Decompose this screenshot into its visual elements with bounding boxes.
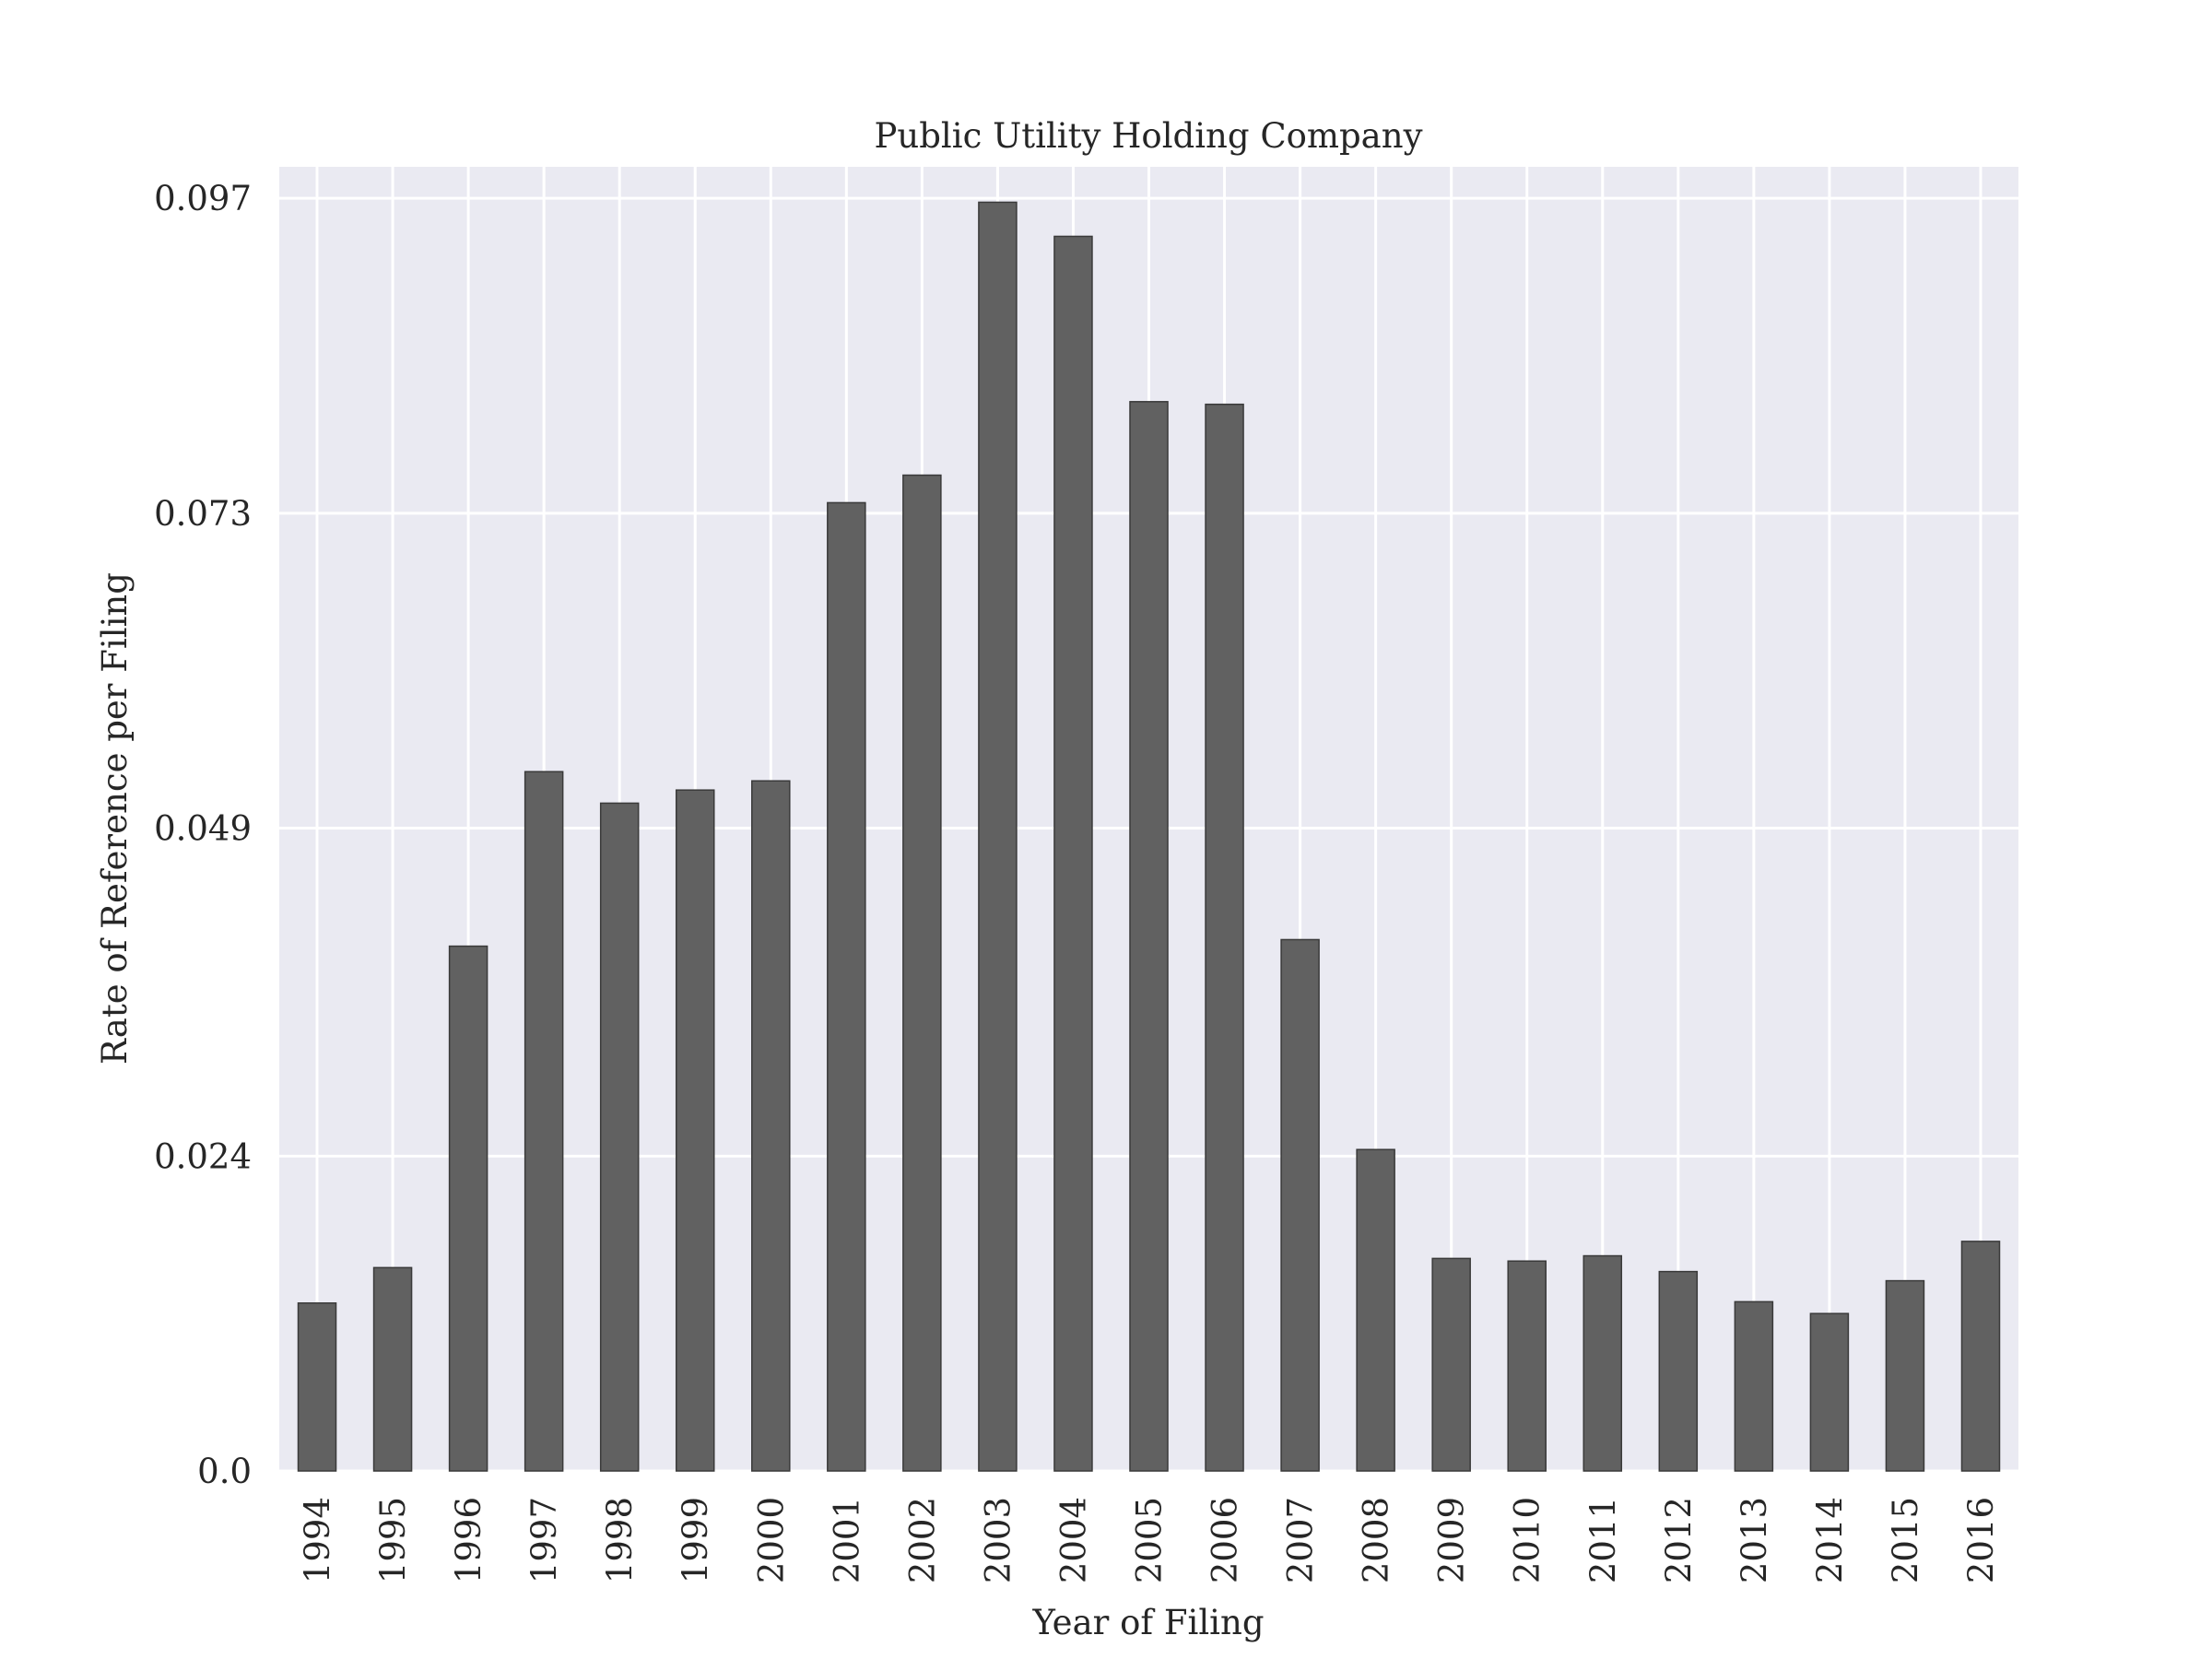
y-tick-label: 0.024 xyxy=(154,1136,252,1176)
bar-2008 xyxy=(1356,1148,1395,1472)
bars xyxy=(297,201,2001,1472)
x-tick-label: 2003 xyxy=(978,1497,1018,1583)
bar-2003 xyxy=(978,201,1018,1472)
bar-2013 xyxy=(1734,1300,1774,1472)
bar-2011 xyxy=(1583,1254,1623,1472)
x-tick-labels: 1994 1995 1996 1997 1998 1999 2000 2001 2002 2003… xyxy=(298,1497,2001,1583)
bar-1994 xyxy=(297,1302,337,1472)
x-tick-label: 1998 xyxy=(600,1497,640,1583)
y-tick-label: 0.097 xyxy=(154,179,252,218)
bar-2004 xyxy=(1053,235,1093,1472)
x-tick-label: 1996 xyxy=(449,1497,488,1583)
chart-title: Public Utility Holding Company xyxy=(875,116,1423,156)
bar-1999 xyxy=(675,789,715,1472)
bar-2007 xyxy=(1280,938,1320,1472)
bar-2016 xyxy=(1960,1241,2001,1472)
x-tick-label: 2015 xyxy=(1886,1497,1925,1583)
x-tick-label: 2001 xyxy=(827,1497,866,1583)
bar-2005 xyxy=(1129,401,1169,1472)
x-tick-label: 1994 xyxy=(298,1497,337,1583)
bar-2001 xyxy=(827,501,866,1472)
x-tick-label: 1997 xyxy=(524,1497,564,1583)
x-tick-label: 2010 xyxy=(1508,1497,1547,1583)
x-tick-label: 2009 xyxy=(1432,1497,1472,1583)
y-axis-label: Rate of Reference per Filing xyxy=(95,572,135,1065)
x-tick-label: 2000 xyxy=(751,1497,791,1583)
x-tick-label: 2005 xyxy=(1130,1497,1170,1583)
bar-2006 xyxy=(1205,403,1244,1472)
bar-1996 xyxy=(448,945,488,1472)
x-tick-label: 2002 xyxy=(902,1497,942,1583)
x-tick-label: 2006 xyxy=(1206,1497,1245,1583)
x-tick-label: 1999 xyxy=(676,1497,715,1583)
y-tick-labels: 0.0 0.024 0.049 0.073 0.097 xyxy=(154,179,252,1491)
x-tick-label: 2012 xyxy=(1659,1497,1699,1583)
bar-2015 xyxy=(1885,1279,1925,1472)
bar-1997 xyxy=(524,771,564,1472)
x-tick-label: 1995 xyxy=(373,1497,413,1583)
x-axis-label: Year of Filing xyxy=(1031,1603,1264,1642)
x-tick-label: 2008 xyxy=(1357,1497,1396,1583)
x-tick-label: 2007 xyxy=(1281,1497,1321,1583)
x-tick-label: 2013 xyxy=(1735,1497,1774,1583)
x-tick-label: 2014 xyxy=(1810,1497,1850,1583)
x-tick-label: 2016 xyxy=(1961,1497,2001,1583)
y-tick-label: 0.0 xyxy=(197,1452,252,1491)
bar-2009 xyxy=(1431,1257,1471,1472)
x-tick-label: 2011 xyxy=(1583,1497,1623,1583)
bar-2012 xyxy=(1658,1270,1699,1472)
bar-2002 xyxy=(902,474,942,1472)
y-tick-label: 0.049 xyxy=(154,808,252,848)
bar-2000 xyxy=(751,780,791,1472)
bar-2010 xyxy=(1507,1260,1547,1472)
y-tick-label: 0.073 xyxy=(154,494,252,534)
x-tick-label: 2004 xyxy=(1053,1497,1093,1583)
bar-1998 xyxy=(599,802,640,1472)
bar-1995 xyxy=(372,1266,413,1472)
bar-2014 xyxy=(1809,1312,1850,1472)
